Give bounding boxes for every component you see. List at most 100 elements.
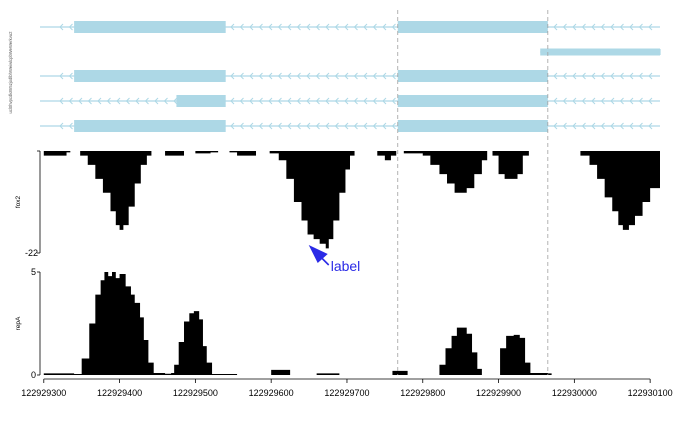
strand-arrow-icon <box>97 97 102 105</box>
strand-arrow-icon <box>562 97 567 105</box>
strand-arrow-icon <box>258 97 263 105</box>
exon-block <box>397 120 548 132</box>
strand-arrow-icon <box>296 72 301 80</box>
repA-signal-track: repA 0 5 <box>15 267 660 380</box>
exon-block <box>176 95 226 107</box>
strand-arrow-icon <box>638 72 643 80</box>
exon-block <box>74 120 226 132</box>
fox2-track-label: fox2 <box>15 195 22 208</box>
strand-arrow-icon <box>163 97 168 105</box>
strand-arrow-icon <box>125 97 130 105</box>
strand-arrow-icon <box>230 72 235 80</box>
strand-arrow-icon <box>382 122 387 130</box>
strand-arrow-icon <box>610 122 615 130</box>
exon-block <box>397 21 548 33</box>
strand-arrow-icon <box>581 23 586 31</box>
strand-arrow-icon <box>610 72 615 80</box>
strand-arrow-icon <box>306 23 311 31</box>
strand-arrow-icon <box>600 97 605 105</box>
fox2-signal-track: fox2 -22 <box>15 150 660 258</box>
strand-arrow-icon <box>382 97 387 105</box>
strand-arrow-icon <box>372 122 377 130</box>
strand-arrow-icon <box>277 122 282 130</box>
strand-arrow-icon <box>249 23 254 31</box>
repA-track-label: repA <box>15 316 22 330</box>
transcript-row <box>40 21 660 33</box>
strand-arrow-icon <box>315 122 320 130</box>
strand-arrow-icon <box>334 72 339 80</box>
strand-arrow-icon <box>334 97 339 105</box>
strand-arrow-icon <box>287 72 292 80</box>
strand-arrow-icon <box>591 72 596 80</box>
strand-arrow-icon <box>334 23 339 31</box>
strand-arrow-icon <box>258 122 263 130</box>
strand-arrow-icon <box>562 72 567 80</box>
strand-arrow-icon <box>353 97 358 105</box>
x-axis-tick-label: 122929300 <box>21 388 66 398</box>
strand-arrow-icon <box>382 72 387 80</box>
strand-arrow-icon <box>363 23 368 31</box>
strand-arrow-icon <box>553 97 558 105</box>
strand-arrow-icon <box>287 23 292 31</box>
strand-arrow-icon <box>372 72 377 80</box>
x-axis-tick-label: 122930000 <box>552 388 597 398</box>
strand-arrow-icon <box>325 23 330 31</box>
annotation-arrow-stem <box>320 256 330 266</box>
strand-arrow-icon <box>249 97 254 105</box>
strand-arrow-icon <box>648 72 653 80</box>
x-axis-tick-label: 122929800 <box>400 388 445 398</box>
strand-arrow-icon <box>391 122 396 130</box>
strand-arrow-icon <box>87 97 92 105</box>
strand-arrow-icon <box>562 122 567 130</box>
strand-arrow-icon <box>296 122 301 130</box>
strand-arrow-icon <box>629 122 634 130</box>
strand-arrow-icon <box>334 122 339 130</box>
strand-arrow-icon <box>391 72 396 80</box>
strand-arrow-icon <box>277 97 282 105</box>
strand-arrow-icon <box>572 122 577 130</box>
x-axis-tick-label: 122929400 <box>97 388 142 398</box>
strand-arrow-icon <box>325 122 330 130</box>
exon-block <box>397 95 548 107</box>
strand-arrow-icon <box>363 72 368 80</box>
strand-arrow-icon <box>638 97 643 105</box>
fox2-y-tick-label-bottom: -22 <box>25 248 38 258</box>
strand-arrow-icon <box>648 97 653 105</box>
strand-arrow-icon <box>344 97 349 105</box>
strand-arrow-icon <box>619 97 624 105</box>
strand-arrow-icon <box>287 122 292 130</box>
x-axis-tick-label: 122929500 <box>173 388 218 398</box>
strand-arrow-icon <box>173 97 178 105</box>
strand-arrow-icon <box>610 97 615 105</box>
strand-arrow-icon <box>553 23 558 31</box>
strand-arrow-icon <box>391 23 396 31</box>
strand-arrow-icon <box>277 23 282 31</box>
strand-arrow-icon <box>344 122 349 130</box>
strand-arrow-icon <box>648 23 653 31</box>
repA-y-tick-label-bottom: 0 <box>31 370 36 380</box>
strand-arrow-icon <box>239 72 244 80</box>
strand-arrow-icon <box>572 23 577 31</box>
strand-arrow-icon <box>581 72 586 80</box>
strand-arrow-icon <box>581 97 586 105</box>
exon-block <box>74 70 226 82</box>
label-annotation: label <box>308 245 360 274</box>
gene-track-side-label: ucl0hvpcdk8Ir5zjodlbhWeiwlcpbWeWerkvu2 <box>8 31 13 114</box>
strand-arrow-icon <box>344 23 349 31</box>
strand-arrow-icon <box>306 72 311 80</box>
strand-arrow-icon <box>106 97 111 105</box>
strand-arrow-icon <box>353 122 358 130</box>
annotation-arrow-icon <box>308 245 328 263</box>
strand-arrow-icon <box>239 122 244 130</box>
exon-block <box>74 21 226 33</box>
strand-arrow-icon <box>306 97 311 105</box>
repA-y-tick-label-top: 5 <box>31 267 36 277</box>
gene-model-track: ucl0hvpcdk8Ir5zjodlbhWeiwlcpbWeWerkvu2 <box>8 21 661 132</box>
strand-arrow-icon <box>268 122 273 130</box>
strand-arrow-icon <box>315 72 320 80</box>
strand-arrow-icon <box>239 23 244 31</box>
strand-arrow-icon <box>562 23 567 31</box>
strand-arrow-icon <box>249 122 254 130</box>
strand-arrow-icon <box>325 97 330 105</box>
strand-arrow-icon <box>249 72 254 80</box>
